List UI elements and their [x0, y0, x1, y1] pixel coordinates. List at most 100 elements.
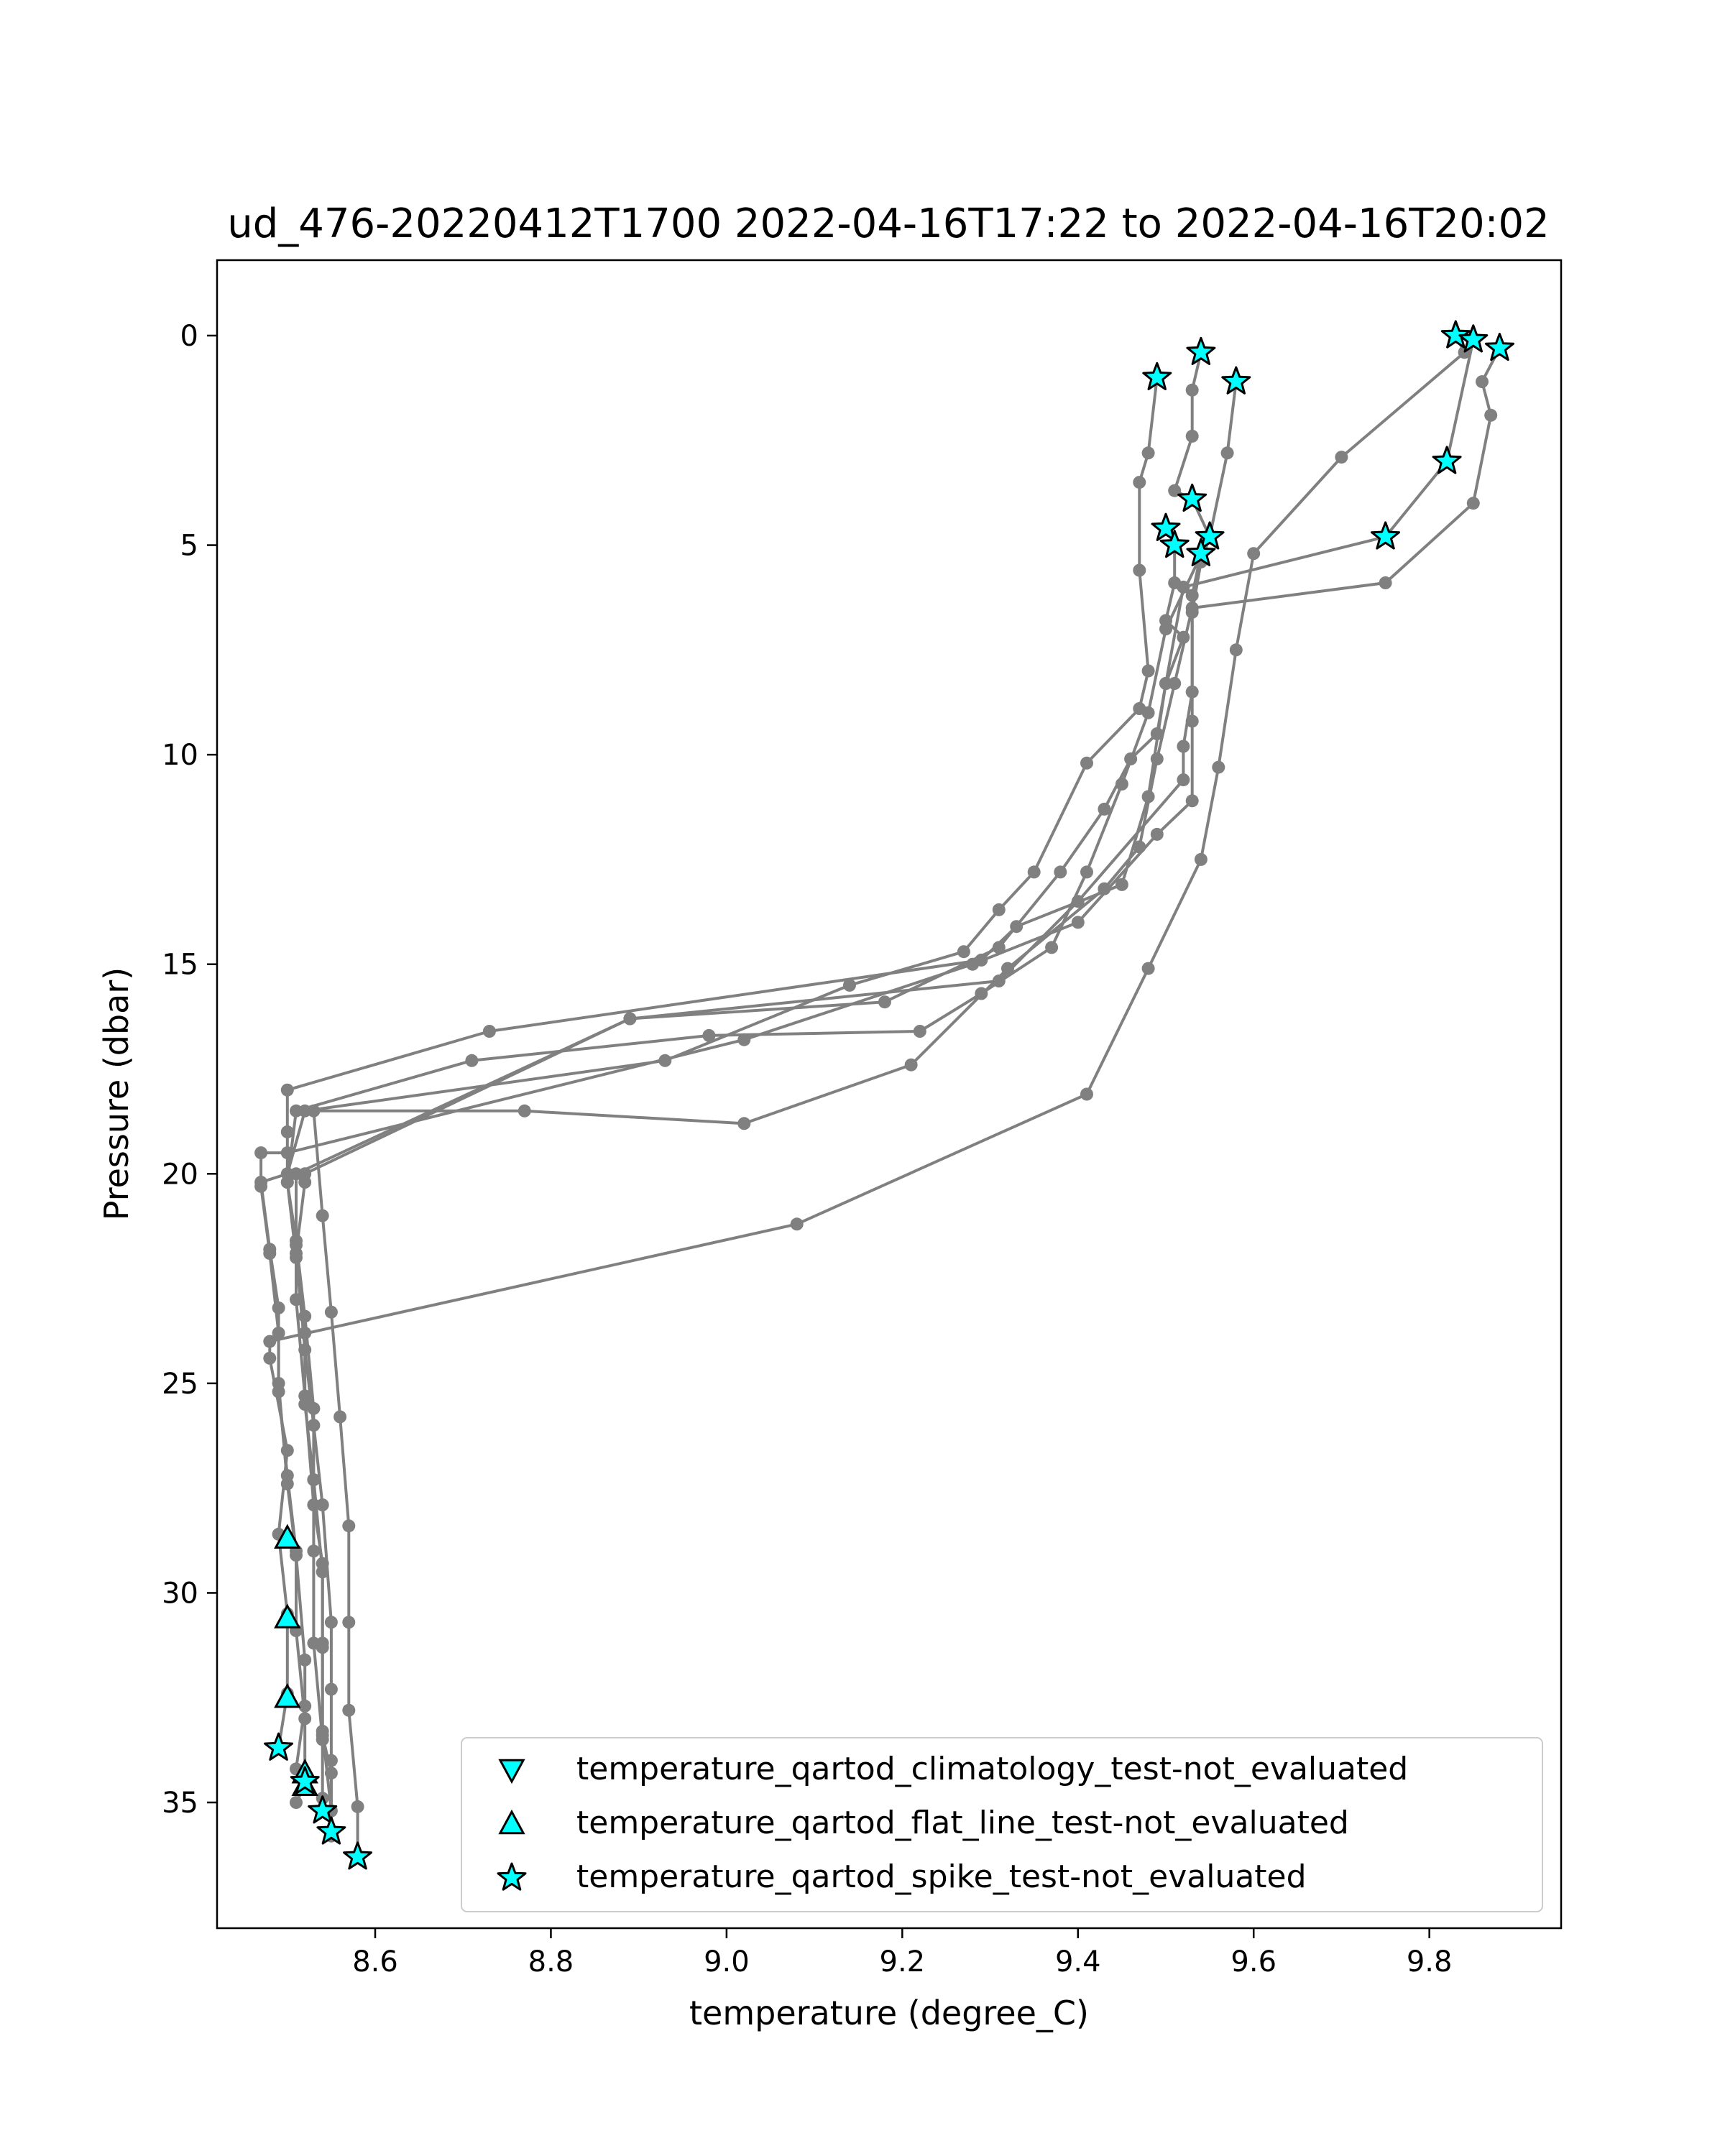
x-axis: 8.6 8.8 9.0 9.2 9.4 9.6 9.8 [352, 1928, 1452, 1978]
profile-point [1484, 408, 1498, 422]
spike-flag-marker [1440, 320, 1471, 349]
profile-point [1124, 752, 1138, 765]
profile-point [298, 1712, 312, 1726]
profile-point [263, 1335, 277, 1348]
legend-label-spike: temperature_qartod_spike_test-not_evalua… [576, 1858, 1307, 1895]
profile-point [1159, 677, 1172, 690]
profile-point [737, 1117, 751, 1130]
profile-point [298, 1389, 312, 1403]
profile-point [316, 1209, 329, 1222]
profile-point [1133, 702, 1146, 715]
profile-point [1185, 794, 1199, 808]
profile-point [1098, 802, 1111, 816]
profile-point [1476, 375, 1489, 389]
profile-2 [307, 341, 1506, 1864]
profile-point [342, 1703, 356, 1717]
x-tick-label: 9.0 [704, 1945, 750, 1978]
profile-point [1080, 865, 1093, 879]
legend: temperature_qartod_climatology_test-not_… [461, 1737, 1543, 1912]
profile-point [1071, 916, 1085, 929]
profile-point [1466, 497, 1480, 510]
spike-flag-marker [1142, 361, 1172, 390]
profile-point [1177, 740, 1190, 753]
profile-point [272, 1385, 285, 1399]
profile-point [1177, 773, 1190, 787]
profile-point [334, 1410, 347, 1424]
profile-point [254, 1146, 268, 1160]
profile-point [290, 1293, 303, 1307]
profile-point [1080, 1087, 1093, 1101]
y-tick-label: 25 [162, 1368, 198, 1401]
profile-8 [290, 547, 1208, 1818]
profile-point [1080, 756, 1093, 770]
spike-flag-marker [1159, 530, 1190, 558]
profile-point [1054, 865, 1067, 879]
profile-point [280, 1083, 294, 1097]
profile-point [1185, 383, 1199, 397]
profile-point [992, 975, 1006, 987]
y-tick-label: 15 [162, 949, 198, 982]
profile-point [290, 1167, 303, 1181]
profile-point [1001, 962, 1014, 975]
flat-line-flag-marker [274, 1524, 301, 1549]
spike-flag-marker [343, 1841, 373, 1870]
profile-point [1159, 614, 1172, 627]
profile-point [1247, 547, 1261, 561]
profile-point [1141, 962, 1155, 975]
profile-point [290, 1238, 303, 1252]
profile-point [1335, 451, 1348, 464]
spike-flag-marker [308, 1795, 338, 1824]
y-tick-label: 0 [180, 320, 198, 353]
profile-point [324, 1754, 338, 1767]
profile-point [1150, 827, 1164, 841]
profile-point [280, 1469, 294, 1483]
profile-point [307, 1498, 321, 1511]
y-tick-label: 10 [162, 739, 198, 772]
profile-point [904, 1058, 918, 1072]
profile-point [992, 903, 1006, 916]
profile-point [1229, 643, 1243, 657]
profile-point [702, 1028, 716, 1042]
profile-point [1141, 446, 1155, 460]
profile-point [1220, 446, 1234, 460]
profile-point [843, 978, 856, 992]
profile-point [1379, 576, 1392, 589]
profile-point [307, 1544, 321, 1558]
spike-flag-marker [316, 1816, 346, 1845]
profile-point [623, 1012, 637, 1026]
profile-point [992, 941, 1006, 954]
flat-line-flag-marker [274, 1683, 301, 1708]
profile-point [1071, 895, 1085, 908]
y-tick-label: 30 [162, 1577, 198, 1610]
spike-flag-marker [1177, 483, 1208, 512]
profile-point [1177, 630, 1190, 644]
spike-flag-marker [290, 1766, 320, 1795]
x-tick-label: 9.6 [1230, 1945, 1276, 1978]
profile-point [1141, 790, 1155, 803]
spike-flag-marker [1484, 333, 1514, 361]
star-icon [497, 1862, 527, 1891]
profile-point [1027, 865, 1041, 879]
x-tick-label: 9.2 [880, 1945, 926, 1978]
qc-flag-markers [264, 320, 1514, 1870]
profile-point [342, 1616, 356, 1629]
spike-flag-marker [1221, 366, 1251, 395]
profile-point [272, 1326, 285, 1340]
legend-label-climatology: temperature_qartod_climatology_test-not_… [576, 1751, 1408, 1787]
profile-point [280, 1125, 294, 1138]
legend-frame [461, 1737, 1543, 1912]
profile-point [324, 1616, 338, 1629]
y-axis: 0 5 10 15 20 25 30 35 [162, 320, 217, 1820]
profile-point [790, 1217, 804, 1231]
profile-point [1185, 685, 1199, 699]
profile-point [298, 1104, 312, 1118]
chart-title: ud_476-20220412T1700 2022-04-16T17:22 to… [227, 201, 1550, 247]
y-tick-label: 35 [162, 1787, 198, 1820]
profile-point [280, 1146, 294, 1160]
axes-frame [216, 259, 1563, 1930]
profile-point [737, 1033, 751, 1046]
spike-flag-marker [1432, 446, 1462, 474]
profile-point [1045, 941, 1059, 954]
profile-point [351, 1800, 364, 1813]
